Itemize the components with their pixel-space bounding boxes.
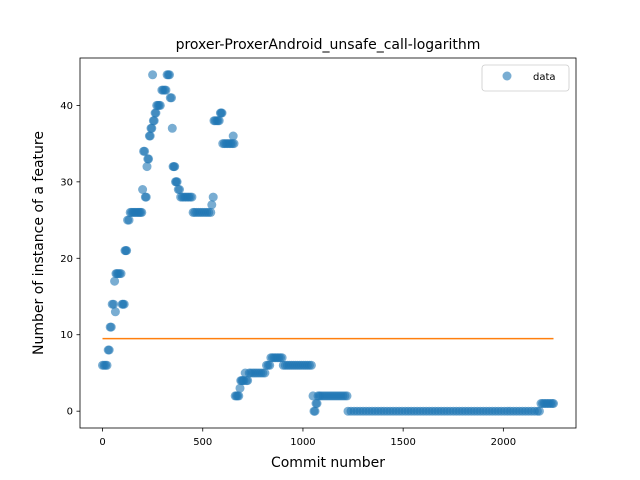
data-point (167, 123, 177, 133)
data-point (137, 207, 147, 217)
data-point (142, 162, 152, 172)
data-point (165, 70, 174, 80)
data-point (228, 131, 238, 141)
legend: data (481, 64, 570, 92)
x-axis-label: Commit number (271, 455, 385, 471)
data-point (306, 360, 316, 370)
data-point (229, 139, 239, 149)
data-point (148, 70, 158, 80)
data-point (234, 391, 244, 401)
data-point (116, 269, 126, 279)
data-point (167, 93, 176, 103)
data-point (175, 185, 184, 194)
data-point (217, 108, 227, 118)
data-point (312, 399, 322, 408)
data-point (235, 383, 245, 393)
data-point (151, 108, 161, 118)
data-point (144, 154, 154, 164)
data-point (549, 399, 558, 408)
legend-box (481, 64, 570, 92)
data-point (243, 376, 253, 386)
data-point (277, 353, 287, 363)
data-point (106, 322, 116, 332)
data-point (208, 192, 218, 202)
x-tick-label: 1000 (290, 437, 315, 448)
data-point (155, 100, 165, 110)
data-point (207, 200, 217, 210)
data-point (206, 207, 216, 217)
data-point (104, 345, 114, 355)
data-point (161, 85, 171, 95)
data-point (141, 192, 151, 202)
data-point (187, 192, 197, 202)
data-point (172, 177, 182, 187)
data-point (102, 360, 112, 370)
x-tick-label: 1500 (390, 437, 415, 448)
chart-title: proxer-ProxerAndroid_unsafe_call-logarit… (176, 37, 481, 53)
data-point (534, 406, 544, 416)
y-tick-label: 10 (60, 330, 73, 341)
data-point (119, 299, 129, 309)
data-point (260, 368, 270, 378)
x-tick-label: 2000 (491, 437, 516, 448)
data-point (149, 116, 159, 126)
plot-frame (79, 57, 577, 429)
legend-marker (502, 71, 512, 81)
data-point (310, 406, 320, 416)
y-tick-label: 40 (60, 101, 73, 112)
data-point (265, 360, 275, 370)
y-tick-label: 30 (60, 177, 73, 188)
data-point (138, 185, 148, 194)
y-tick-label: 20 (60, 254, 73, 265)
legend-entry-data: data (533, 72, 556, 83)
plot-area (98, 70, 558, 416)
y-axis: 0 10 20 30 40 (60, 101, 80, 418)
x-tick-label: 500 (193, 437, 212, 448)
data-point (124, 215, 134, 225)
y-axis-label: Number of instance of a feature (31, 131, 47, 355)
data-point (145, 131, 155, 141)
x-tick-label: 0 (99, 437, 105, 448)
y-tick-label: 0 (67, 407, 73, 418)
data-point (140, 146, 150, 156)
data-point (342, 391, 352, 401)
data-point (122, 246, 132, 256)
data-point (214, 116, 224, 126)
data-point (170, 162, 180, 172)
data-point (110, 276, 120, 286)
data-point (109, 299, 119, 309)
data-point (110, 307, 120, 317)
x-axis: 0 500 1000 1500 2000 (99, 428, 516, 448)
data-point (147, 123, 157, 133)
